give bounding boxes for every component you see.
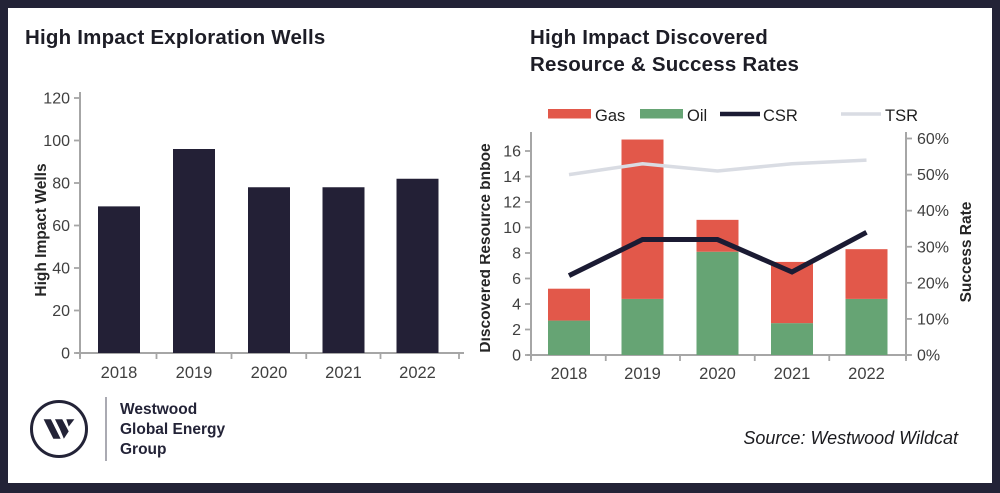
wells-bar-2018 — [98, 206, 140, 353]
x-category-label: 2018 — [551, 365, 588, 383]
x-category-label: 2021 — [774, 365, 811, 383]
y-tick-label: 80 — [52, 176, 70, 193]
x-category-label: 2019 — [176, 364, 213, 382]
right-chart-left-axis-title: Discovered Resource bnboe — [480, 143, 494, 353]
logo-line-2: Global Energy — [120, 420, 226, 438]
right-chart-right-axis-title: Success Rate — [958, 201, 975, 302]
x-category-label: 2020 — [251, 364, 288, 382]
westwood-logo-icon — [30, 400, 88, 458]
x-category-label: 2022 — [399, 364, 436, 382]
right-y-tick-label: 10% — [917, 311, 949, 328]
oil-bar-2021 — [771, 323, 813, 355]
left-y-tick-label: 6 — [512, 271, 521, 288]
exploration-wells-bar-chart: 0 20 40 60 80 100 120 2018 2019 2020 2021 2022 High … — [33, 91, 464, 382]
wells-bar-2021 — [322, 187, 365, 353]
wells-bar-2022 — [396, 178, 439, 353]
left-y-tick-label: 0 — [512, 348, 521, 365]
source-attribution: Source: Westwood Wildcat — [743, 428, 958, 448]
right-y-tick-label: 50% — [917, 167, 949, 184]
right-y-tick-label: 60% — [917, 131, 949, 148]
wells-bar-2020 — [248, 187, 290, 353]
y-tick-label: 40 — [52, 261, 70, 278]
left-y-tick-label: 12 — [503, 195, 521, 212]
logo-divider — [105, 397, 107, 461]
oil-bar-2022 — [845, 298, 888, 355]
left-y-tick-label: 8 — [512, 246, 521, 263]
left-y-tick-label: 14 — [503, 169, 521, 186]
logo-line-1: Westwood — [120, 401, 198, 418]
csr-line — [567, 230, 868, 278]
oil-bar-2020 — [696, 251, 739, 355]
left-chart-y-axis-title: High Impact Wells — [33, 163, 50, 296]
legend-tsr-label: TSR — [885, 107, 918, 125]
x-category-label: 2019 — [624, 365, 661, 383]
right-y-tick-label: 20% — [917, 275, 949, 292]
wells-bar-2019 — [173, 149, 215, 353]
legend-oil-label: Oil — [687, 107, 707, 125]
oil-bar-2019 — [621, 298, 664, 355]
x-category-label: 2022 — [848, 365, 885, 383]
gas-bar-2022 — [845, 249, 888, 299]
x-category-label: 2021 — [325, 364, 362, 382]
westwood-w-mark-icon — [43, 419, 75, 439]
right-chart-title: High Impact Discovered Resource & Succes… — [530, 24, 799, 78]
right-y-tick-label: 30% — [917, 239, 949, 256]
x-category-label: 2020 — [699, 365, 736, 383]
y-tick-label: 60 — [52, 218, 70, 235]
right-chart-title-line2: Resource & Success Rates — [530, 53, 800, 76]
left-y-tick-label: 10 — [503, 220, 521, 237]
legend-gas-swatch — [548, 109, 591, 119]
left-y-tick-label: 4 — [512, 297, 521, 314]
discovered-resource-combo-chart: 0 2 4 6 8 10 12 14 16 0% 10% 20% 30% 40% 50% 60% 2018 201… — [480, 107, 975, 383]
gas-bar-2018 — [548, 288, 590, 321]
legend-gas-label: Gas — [595, 107, 625, 125]
left-y-tick-label: 16 — [503, 144, 521, 161]
legend-oil-swatch — [640, 109, 683, 119]
logo-line-3: Group — [120, 440, 167, 458]
left-y-tick-label: 2 — [512, 322, 521, 339]
oil-bar-2018 — [548, 320, 590, 355]
y-tick-label: 100 — [43, 133, 70, 150]
logo-wordmark: Westwood Global Energy Group — [120, 400, 225, 459]
legend-csr-label: CSR — [763, 107, 798, 125]
y-tick-label: 120 — [43, 91, 70, 108]
tsr-line — [568, 158, 867, 177]
right-chart-title-line1: High Impact Discovered — [530, 26, 768, 49]
left-chart-title: High Impact Exploration Wells — [25, 26, 326, 49]
x-category-label: 2018 — [101, 364, 138, 382]
right-y-tick-label: 40% — [917, 203, 949, 220]
y-tick-label: 0 — [61, 346, 70, 363]
right-y-tick-label: 0% — [917, 348, 940, 365]
y-tick-label: 20 — [52, 303, 70, 320]
